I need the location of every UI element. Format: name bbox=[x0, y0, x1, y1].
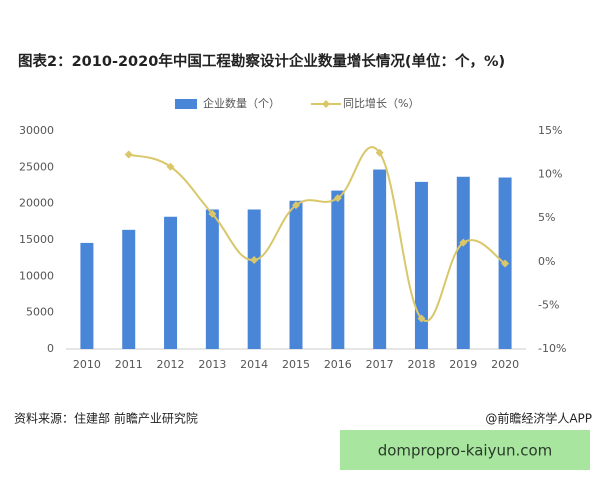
x-tick-label: 2015 bbox=[282, 358, 310, 371]
x-tick-label: 2010 bbox=[73, 358, 101, 371]
x-tick-label: 2019 bbox=[449, 358, 477, 371]
banner-text: dompropro-kaiyun.com bbox=[378, 442, 553, 460]
bar bbox=[122, 229, 136, 349]
line-marker bbox=[250, 256, 259, 265]
legend-swatch bbox=[322, 100, 330, 108]
x-tick-label: 2020 bbox=[491, 358, 519, 371]
source-note: 资料来源：住建部 前瞻产业研究院 bbox=[14, 411, 198, 426]
y2-tick-label: 15% bbox=[538, 124, 562, 137]
x-tick-label: 2017 bbox=[366, 358, 394, 371]
y2-tick-label: 0% bbox=[538, 255, 555, 268]
legend-swatch bbox=[175, 99, 197, 109]
line-marker bbox=[292, 201, 300, 210]
y2-tick-label: 10% bbox=[538, 168, 562, 181]
line-marker bbox=[166, 162, 175, 171]
bar bbox=[80, 242, 94, 349]
y2-tick-label: 5% bbox=[538, 211, 555, 224]
y-tick-label: 5000 bbox=[26, 306, 54, 319]
bar bbox=[205, 209, 219, 349]
legend-label: 企业数量（个） bbox=[203, 96, 280, 110]
bar bbox=[247, 209, 261, 349]
line-marker bbox=[417, 314, 426, 323]
y2-tick-label: -5% bbox=[538, 298, 559, 311]
y-tick-label: 20000 bbox=[19, 197, 54, 210]
bar bbox=[289, 200, 303, 349]
x-tick-label: 2012 bbox=[157, 358, 185, 371]
banner-box bbox=[340, 430, 590, 470]
chart-title: 图表2：2010-2020年中国工程勘察设计企业数量增长情况(单位：个，%) bbox=[18, 52, 505, 70]
y-tick-label: 15000 bbox=[19, 233, 54, 246]
bar bbox=[331, 190, 345, 349]
line-marker bbox=[375, 148, 384, 157]
bar bbox=[164, 216, 178, 349]
y-tick-label: 25000 bbox=[19, 160, 54, 173]
y2-tick-label: -10% bbox=[538, 342, 566, 355]
x-tick-label: 2016 bbox=[324, 358, 352, 371]
y-tick-label: 30000 bbox=[19, 124, 54, 137]
legend-label: 同比增长（%） bbox=[343, 96, 419, 110]
credit: @前瞻经济学人APP bbox=[485, 411, 592, 426]
y-tick-label: 0 bbox=[47, 342, 54, 355]
y-tick-label: 10000 bbox=[19, 269, 54, 282]
bar bbox=[373, 169, 387, 349]
x-tick-label: 2018 bbox=[407, 358, 435, 371]
line-marker bbox=[333, 194, 342, 203]
x-tick-label: 2013 bbox=[198, 358, 226, 371]
line-marker bbox=[459, 238, 468, 247]
x-tick-label: 2011 bbox=[115, 358, 143, 371]
x-tick-label: 2014 bbox=[240, 358, 268, 371]
line-marker bbox=[501, 259, 510, 268]
line-marker bbox=[124, 150, 133, 159]
bar bbox=[414, 181, 428, 349]
line-marker bbox=[208, 209, 217, 218]
bar bbox=[456, 176, 470, 349]
